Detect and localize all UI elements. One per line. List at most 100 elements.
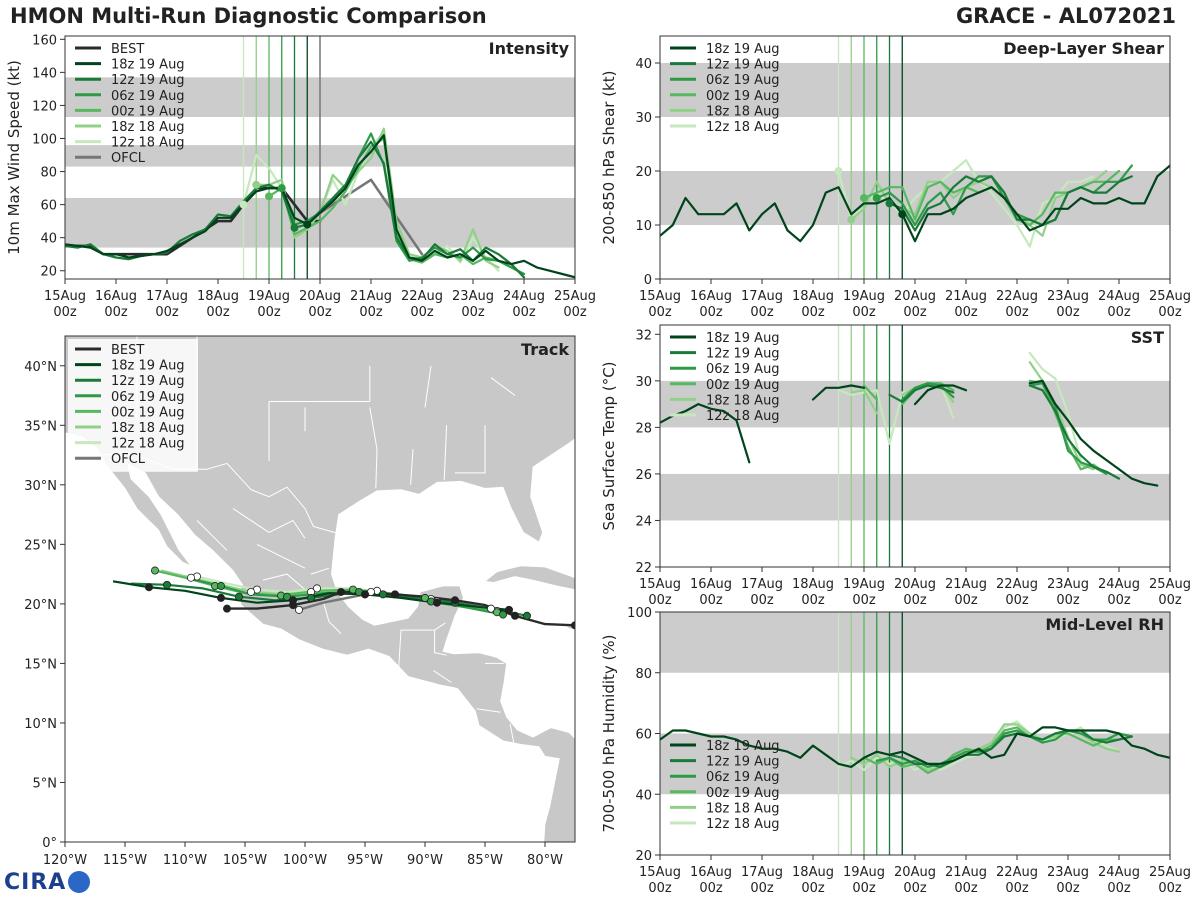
- series-line: [660, 726, 1170, 768]
- x-tick-label: 00z: [852, 593, 876, 608]
- x-tick-label: 00z: [1056, 305, 1080, 320]
- x-tick-label: 16Aug: [690, 289, 732, 304]
- legend-label: 12z 18 Aug: [111, 136, 185, 151]
- track-position-marker: [432, 598, 441, 607]
- x-tick-label: 00z: [155, 305, 179, 320]
- x-tick-label: 00z: [206, 305, 230, 320]
- x-tick-label: 24Aug: [1098, 289, 1140, 304]
- track-position-marker: [486, 604, 495, 613]
- x-tick-label: 00z: [512, 305, 536, 320]
- x-tick-label: 23Aug: [1047, 865, 1089, 880]
- lat-tick-label: 10°N: [24, 717, 57, 732]
- panel-title: SST: [1131, 328, 1164, 347]
- legend-label: BEST: [111, 42, 144, 57]
- track-position-marker: [162, 580, 171, 589]
- x-tick-label: 22Aug: [401, 289, 443, 304]
- x-tick-label: 21Aug: [350, 289, 392, 304]
- lat-tick-label: 25°N: [24, 538, 57, 553]
- legend-label: 18z 19 Aug: [111, 359, 185, 374]
- track-position-marker: [510, 611, 519, 620]
- x-tick-label: 00z: [257, 305, 281, 320]
- page-title: HMON Multi-Run Diagnostic Comparison: [10, 4, 487, 28]
- x-tick-label: 00z: [903, 593, 927, 608]
- init-marker: [265, 192, 273, 201]
- y-tick-label: 120: [32, 99, 57, 114]
- x-tick-label: 20Aug: [894, 865, 936, 880]
- y-tick-label: 60: [40, 199, 57, 214]
- x-tick-label: 20Aug: [299, 289, 341, 304]
- legend-label: BEST: [111, 343, 144, 358]
- panel-title: Track: [521, 340, 569, 359]
- x-tick-label: 24Aug: [1098, 577, 1140, 592]
- border-line: [490, 377, 516, 396]
- y-tick-label: 20: [635, 165, 652, 180]
- x-tick-label: 18Aug: [197, 289, 239, 304]
- legend-bg: [68, 339, 198, 472]
- x-tick-label: 19Aug: [248, 289, 290, 304]
- legend-label: 12z 19 Aug: [706, 347, 780, 362]
- x-tick-label: 23Aug: [1047, 289, 1089, 304]
- y-tick-label: 30: [635, 375, 652, 390]
- x-tick-label: 25Aug: [1149, 577, 1191, 592]
- legend-label: 06z 19 Aug: [111, 89, 185, 104]
- x-tick-label: 00z: [359, 305, 383, 320]
- x-tick-label: 00z: [699, 305, 723, 320]
- legend-label: 12z 18 Aug: [706, 409, 780, 424]
- init-marker: [872, 194, 881, 202]
- legend-label: OFCL: [111, 151, 146, 166]
- x-tick-label: 00z: [903, 881, 927, 896]
- track-position-marker: [246, 587, 255, 596]
- init-marker: [834, 167, 843, 175]
- x-tick-label: 00z: [801, 881, 825, 896]
- chart-rh: 2040608010015Aug00z16Aug00z17Aug00z18Aug…: [600, 606, 1191, 896]
- x-tick-label: 00z: [852, 881, 876, 896]
- legend-label: 18z 18 Aug: [111, 421, 185, 436]
- lon-tick-label: 120°W: [43, 853, 87, 868]
- x-tick-label: 00z: [750, 881, 774, 896]
- threshold-band: [660, 473, 1170, 521]
- y-tick-label: 80: [40, 166, 57, 181]
- x-tick-label: 17Aug: [146, 289, 188, 304]
- legend-label: 18z 18 Aug: [706, 104, 780, 119]
- x-tick-label: 24Aug: [1098, 865, 1140, 880]
- y-tick-label: 160: [32, 33, 57, 48]
- x-tick-label: 17Aug: [741, 289, 783, 304]
- lat-tick-label: 35°N: [24, 419, 57, 434]
- x-tick-label: 00z: [903, 305, 927, 320]
- border-line: [433, 670, 452, 683]
- legend-label: 00z 19 Aug: [111, 104, 185, 119]
- y-axis-label: 10m Max Wind Speed (kt): [5, 60, 23, 255]
- border-line: [434, 630, 447, 656]
- x-tick-label: 16Aug: [95, 289, 137, 304]
- x-tick-label: 00z: [852, 305, 876, 320]
- x-tick-label: 24Aug: [503, 289, 545, 304]
- x-tick-label: 00z: [954, 305, 978, 320]
- init-marker: [239, 200, 248, 209]
- track-position-marker: [420, 593, 429, 602]
- y-tick-label: 32: [635, 328, 652, 343]
- x-tick-label: 19Aug: [843, 865, 885, 880]
- x-tick-label: 00z: [1005, 593, 1029, 608]
- y-tick-label: 60: [635, 728, 652, 743]
- chart-shear: 01020304015Aug00z16Aug00z17Aug00z18Aug00…: [600, 35, 1191, 320]
- land-cuba: [484, 565, 575, 591]
- legend-label: 12z 18 Aug: [706, 817, 780, 832]
- x-tick-label: 00z: [648, 305, 672, 320]
- x-tick-label: 00z: [954, 593, 978, 608]
- border-line: [256, 543, 306, 569]
- border-line: [476, 708, 501, 713]
- plot-area: [660, 325, 1170, 567]
- lon-tick-label: 105°W: [223, 853, 267, 868]
- border-line: [424, 365, 432, 408]
- x-tick-label: 00z: [1158, 593, 1182, 608]
- track-position-marker: [294, 605, 303, 614]
- series-line: [660, 164, 1170, 243]
- plot-area: [660, 612, 1170, 855]
- border-line: [310, 567, 330, 575]
- legend-label: 00z 19 Aug: [706, 89, 780, 104]
- y-tick-label: 30: [635, 111, 652, 126]
- x-tick-label: 22Aug: [996, 577, 1038, 592]
- lon-tick-label: 100°W: [283, 853, 327, 868]
- x-tick-label: 18Aug: [792, 289, 834, 304]
- x-tick-label: 22Aug: [996, 865, 1038, 880]
